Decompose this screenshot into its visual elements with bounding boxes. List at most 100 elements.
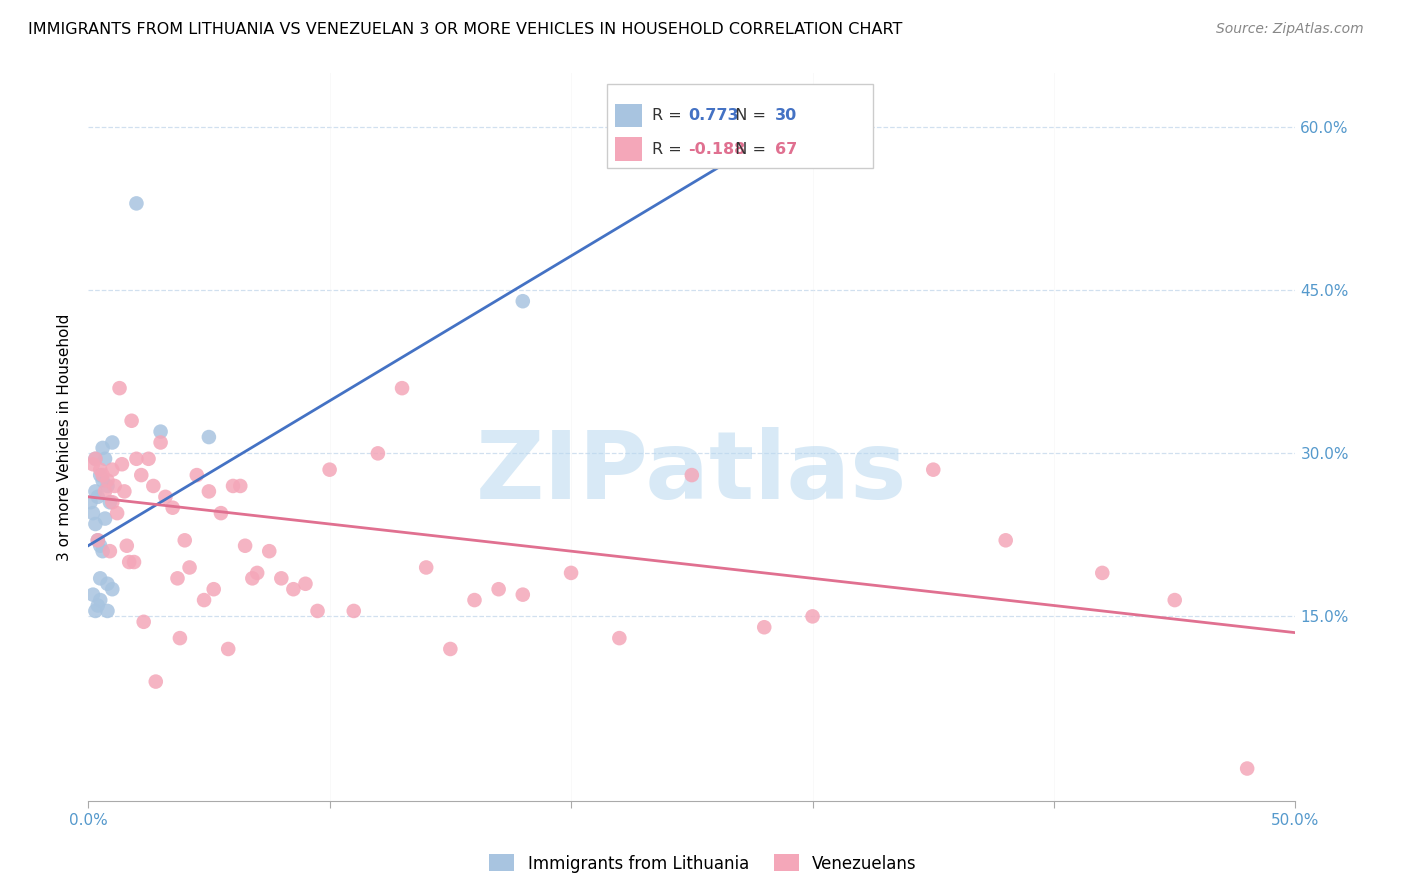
Point: [96, 479, 118, 493]
Point: [87, 490, 110, 504]
Point: [112, 484, 135, 499]
Text: R =: R =: [652, 108, 688, 123]
Point: [343, 604, 366, 618]
Point: [118, 555, 141, 569]
Point: [96, 474, 118, 488]
Text: Source: ZipAtlas.com: Source: ZipAtlas.com: [1216, 22, 1364, 37]
Point: [257, 544, 280, 558]
Point: [94, 484, 117, 499]
Point: [512, 588, 534, 602]
Point: [233, 539, 256, 553]
Point: [283, 582, 305, 597]
Point: [108, 381, 131, 395]
Point: [166, 571, 188, 585]
Point: [121, 414, 143, 428]
Point: [84, 484, 107, 499]
Point: [96, 604, 118, 618]
Point: [96, 576, 118, 591]
Point: [173, 533, 195, 548]
Point: [79, 495, 101, 509]
Point: [155, 490, 177, 504]
Point: [129, 468, 152, 483]
Point: [240, 571, 263, 585]
Y-axis label: 3 or more Vehicles in Household: 3 or more Vehicles in Household: [58, 313, 72, 561]
Point: [91, 544, 114, 558]
Point: [111, 457, 134, 471]
Point: [82, 457, 104, 471]
Point: [318, 463, 340, 477]
FancyBboxPatch shape: [607, 84, 873, 168]
Point: [270, 571, 292, 585]
Point: [1164, 593, 1187, 607]
Point: [122, 555, 145, 569]
FancyBboxPatch shape: [616, 104, 641, 128]
Point: [94, 511, 117, 525]
Point: [84, 451, 107, 466]
Point: [91, 474, 114, 488]
Point: [1091, 566, 1114, 580]
Point: [145, 674, 167, 689]
Point: [754, 620, 776, 634]
Point: [101, 463, 124, 477]
Point: [1236, 762, 1258, 776]
Point: [307, 604, 329, 618]
Point: [560, 566, 582, 580]
Point: [229, 479, 252, 493]
Point: [84, 451, 107, 466]
Point: [87, 533, 110, 548]
Point: [101, 495, 124, 509]
Point: [922, 463, 945, 477]
Point: [84, 604, 107, 618]
Point: [105, 506, 128, 520]
Point: [149, 425, 172, 439]
Point: [89, 593, 111, 607]
Legend: Immigrants from Lithuania, Venezuelans: Immigrants from Lithuania, Venezuelans: [482, 847, 924, 880]
Point: [754, 120, 776, 135]
Point: [186, 468, 208, 483]
Point: [91, 441, 114, 455]
Point: [82, 506, 104, 520]
Point: [98, 544, 121, 558]
Text: R =: R =: [652, 142, 688, 157]
Point: [89, 571, 111, 585]
Point: [91, 468, 114, 483]
Point: [217, 642, 239, 657]
Point: [89, 539, 111, 553]
Point: [202, 582, 225, 597]
Text: N =: N =: [725, 142, 772, 157]
Point: [104, 479, 127, 493]
Text: -0.188: -0.188: [689, 142, 745, 157]
Point: [681, 468, 703, 483]
Point: [439, 642, 461, 657]
Point: [367, 446, 389, 460]
Point: [101, 435, 124, 450]
Point: [89, 463, 111, 477]
Point: [138, 451, 160, 466]
Point: [198, 430, 221, 444]
Point: [84, 516, 107, 531]
Text: IMMIGRANTS FROM LITHUANIA VS VENEZUELAN 3 OR MORE VEHICLES IN HOUSEHOLD CORRELAT: IMMIGRANTS FROM LITHUANIA VS VENEZUELAN …: [28, 22, 903, 37]
Point: [801, 609, 824, 624]
Point: [463, 593, 485, 607]
Point: [101, 582, 124, 597]
Point: [89, 468, 111, 483]
Point: [198, 484, 221, 499]
FancyBboxPatch shape: [616, 137, 641, 161]
Point: [246, 566, 269, 580]
Point: [209, 506, 232, 520]
Point: [179, 560, 201, 574]
Point: [193, 593, 215, 607]
Point: [149, 435, 172, 450]
Point: [125, 451, 148, 466]
Point: [142, 479, 165, 493]
Point: [169, 631, 191, 645]
Text: 0.773: 0.773: [689, 108, 740, 123]
Point: [132, 615, 155, 629]
Point: [294, 576, 316, 591]
Point: [125, 196, 148, 211]
Point: [82, 588, 104, 602]
Point: [222, 479, 245, 493]
Text: N =: N =: [725, 108, 772, 123]
Point: [512, 294, 534, 309]
Point: [94, 451, 117, 466]
